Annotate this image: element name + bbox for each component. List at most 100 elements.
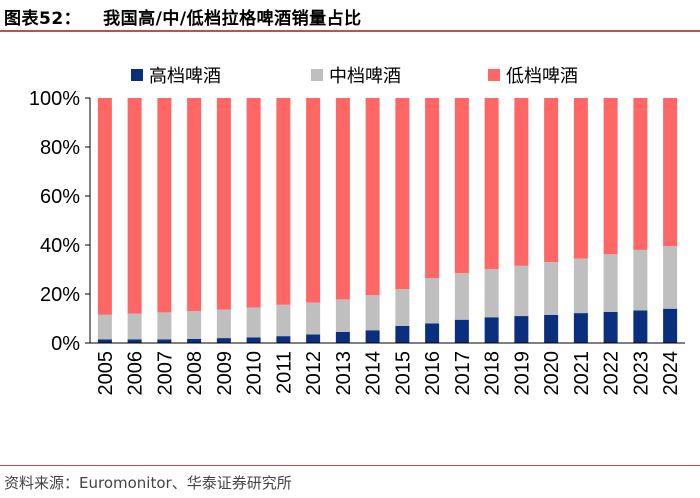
bar-low-2020	[544, 98, 559, 263]
legend-item-high: 高档啤酒	[131, 62, 221, 88]
bar-mid-2017	[454, 273, 469, 320]
footer-divider	[0, 465, 700, 466]
bar-low-2023	[633, 98, 648, 250]
x-tick-label: 2020	[541, 351, 563, 396]
y-tick-label: 40%	[40, 235, 80, 257]
bar-mid-2021	[573, 258, 588, 314]
bar-high-2020	[544, 314, 559, 343]
x-tick-label: 2017	[452, 351, 474, 396]
bar-low-2012	[306, 98, 321, 303]
bar-mid-2015	[395, 289, 410, 326]
x-tick-label: 2016	[422, 351, 444, 396]
bar-high-2016	[425, 323, 440, 343]
bar-high-2017	[454, 319, 469, 343]
bar-low-2009	[216, 98, 231, 310]
bar-high-2006	[127, 339, 142, 343]
bar-low-2018	[484, 98, 499, 270]
bar-mid-2014	[365, 295, 380, 331]
legend-label-low: 低档啤酒	[506, 66, 578, 87]
bar-high-2019	[514, 316, 529, 343]
bar-mid-2018	[484, 269, 499, 318]
x-tick-label: 2014	[363, 351, 385, 396]
bar-high-2023	[633, 310, 648, 343]
bar-low-2024	[663, 98, 678, 247]
legend-item-mid: 中档啤酒	[311, 62, 401, 88]
bar-low-2021	[573, 98, 588, 259]
x-tick-label: 2009	[214, 351, 236, 396]
bar-low-2005	[97, 98, 112, 315]
y-tick-label: 80%	[40, 137, 80, 159]
bar-high-2021	[573, 313, 588, 343]
bar-high-2013	[335, 331, 350, 343]
bar-high-2014	[365, 330, 380, 343]
bar-mid-2022	[603, 254, 618, 312]
bar-mid-2006	[127, 313, 142, 340]
y-tick-label: 0%	[51, 333, 80, 355]
x-tick-label: 2015	[392, 351, 414, 396]
bar-high-2010	[246, 337, 261, 343]
x-tick-label: 2007	[154, 351, 176, 396]
bar-low-2015	[395, 98, 410, 290]
bar-high-2012	[306, 334, 321, 343]
y-tick-label: 100%	[29, 88, 80, 110]
x-tick-label: 2012	[303, 351, 325, 396]
bar-high-2008	[187, 338, 202, 343]
x-tick-label: 2018	[482, 351, 504, 396]
figure-title: 图表52： 我国高/中/低档拉格啤酒销量占比	[4, 4, 362, 29]
bar-mid-2008	[187, 311, 202, 339]
figure-title-text: 我国高/中/低档拉格啤酒销量占比	[103, 9, 362, 29]
bar-mid-2020	[544, 262, 559, 315]
x-tick-label: 2019	[511, 351, 533, 396]
source-note: 资料来源：Euromonitor、华泰证券研究所	[4, 474, 292, 492]
x-tick-label: 2024	[660, 351, 682, 396]
bar-high-2005	[97, 339, 112, 343]
bar-mid-2023	[633, 249, 648, 311]
y-tick-label: 20%	[40, 284, 80, 306]
bar-low-2007	[157, 98, 172, 313]
bar-mid-2012	[306, 302, 321, 335]
bar-low-2013	[335, 98, 350, 300]
legend-swatch-high	[131, 69, 143, 81]
bar-high-2015	[395, 325, 410, 343]
legend-swatch-low	[488, 69, 500, 81]
x-tick-label: 2008	[184, 351, 206, 396]
legend-swatch-mid	[311, 69, 323, 81]
bar-high-2007	[157, 339, 172, 343]
x-tick-label: 2013	[333, 351, 355, 396]
legend-label-mid: 中档啤酒	[329, 66, 401, 87]
x-tick-label: 2005	[95, 351, 117, 396]
bar-high-2018	[484, 317, 499, 343]
bar-low-2011	[276, 98, 291, 305]
legend-label-high: 高档啤酒	[149, 66, 221, 87]
x-tick-label: 2022	[601, 351, 623, 396]
bar-mid-2024	[663, 246, 678, 309]
title-divider	[0, 30, 700, 32]
x-tick-label: 2006	[125, 351, 147, 396]
x-tick-label: 2021	[571, 351, 593, 396]
bar-mid-2005	[97, 314, 112, 340]
bar-mid-2010	[246, 307, 261, 338]
bar-low-2019	[514, 98, 529, 266]
x-tick-label: 2010	[244, 351, 266, 396]
stacked-bar-chart: 0% 20% 40% 60% 80% 100% 2005 2006 2007 2008 2009 20…	[29, 88, 685, 396]
x-tick-label: 2023	[630, 351, 652, 396]
bar-mid-2019	[514, 265, 529, 317]
bar-high-2022	[603, 311, 618, 343]
bar-high-2011	[276, 336, 291, 343]
bar-mid-2009	[216, 309, 231, 339]
bar-low-2014	[365, 98, 380, 296]
bar-mid-2011	[276, 304, 291, 337]
chart-legend: 高档啤酒 中档啤酒 低档啤酒	[0, 62, 700, 88]
bar-low-2010	[246, 98, 261, 308]
bar-mid-2013	[335, 299, 350, 332]
bar-low-2006	[127, 98, 142, 314]
bar-high-2024	[663, 308, 678, 343]
legend-item-low: 低档啤酒	[488, 62, 578, 88]
bar-mid-2007	[157, 312, 172, 340]
x-tick-label: 2011	[273, 351, 295, 394]
y-tick-label: 60%	[40, 186, 80, 208]
bar-mid-2016	[425, 278, 440, 324]
bar-low-2008	[187, 98, 202, 312]
bar-low-2017	[454, 98, 469, 274]
bar-low-2016	[425, 98, 440, 279]
